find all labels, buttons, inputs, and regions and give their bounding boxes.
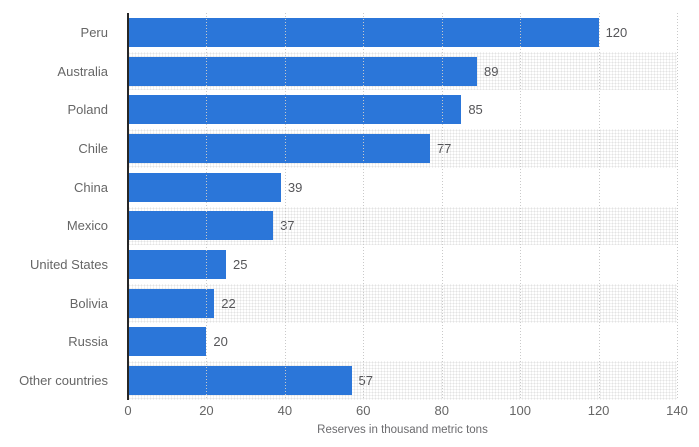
bar (128, 288, 215, 318)
value-label: 120 (605, 24, 628, 40)
x-tick-label: 80 (434, 403, 449, 418)
gridline (284, 13, 286, 400)
bar (128, 327, 207, 357)
bar (128, 250, 227, 280)
bar-rows: 120 89 85 77 39 37 25 22 20 57 (128, 13, 677, 401)
category-label: China (74, 179, 108, 195)
gridline (677, 13, 678, 400)
bar (128, 366, 352, 396)
x-tick-label: 60 (356, 403, 371, 418)
bar-row: 39 (128, 168, 677, 207)
x-tick-label: 140 (666, 403, 688, 418)
bar-row: 120 (128, 13, 677, 52)
value-label: 20 (213, 334, 228, 350)
category-label: Poland (67, 102, 108, 118)
gridline (598, 13, 600, 400)
bar (128, 56, 477, 86)
bar-row: 89 (128, 51, 677, 91)
value-label: 37 (280, 218, 295, 234)
value-label: 57 (358, 373, 373, 389)
category-label: Chile (78, 140, 108, 156)
x-tick-label: 40 (277, 403, 293, 418)
bar-row: 22 (128, 283, 677, 323)
bar (128, 133, 430, 163)
bar-row: 57 (128, 361, 677, 401)
value-label: 39 (287, 179, 303, 195)
x-tick-label: 20 (199, 403, 214, 418)
category-axis-labels: Peru Australia Poland Chile China Mexico Unite… (0, 13, 118, 400)
value-label: 89 (484, 63, 499, 79)
bar (128, 95, 462, 125)
bar-row: 20 (128, 323, 677, 362)
value-label: 25 (233, 257, 248, 273)
y-axis-line (127, 13, 129, 400)
gridline (520, 13, 522, 400)
value-label: 77 (436, 140, 452, 156)
x-tick-label: 0 (124, 403, 132, 418)
value-label: 22 (221, 295, 236, 311)
category-label: Australia (57, 63, 108, 79)
bar-row: 77 (128, 129, 677, 168)
value-label: 85 (468, 102, 483, 118)
category-label: Other countries (19, 373, 108, 389)
category-label: Mexico (66, 218, 108, 234)
bar-row: 85 (128, 90, 677, 129)
x-tick-label: 100 (509, 403, 531, 418)
bar-row: 37 (128, 206, 677, 246)
category-label: Bolivia (69, 295, 108, 311)
x-axis-title: Reserves in thousand metric tons (317, 424, 488, 436)
category-label: United States (29, 257, 108, 273)
x-axis-ticks: 0 20 40 60 80 100 120 140 (124, 403, 687, 419)
category-label: Russia (68, 334, 108, 350)
gridline (363, 13, 365, 400)
plot-area: 120 89 85 77 39 37 25 22 20 57 (128, 13, 678, 401)
gridline (206, 13, 208, 400)
bar-row: 25 (128, 245, 677, 284)
gridline (441, 13, 443, 400)
category-label: Peru (80, 24, 108, 40)
bar (128, 172, 281, 202)
x-tick-label: 120 (587, 403, 610, 418)
bar (128, 211, 274, 241)
